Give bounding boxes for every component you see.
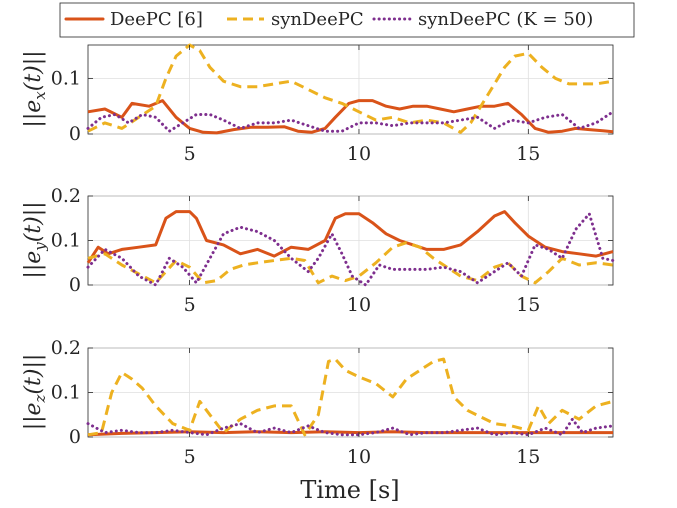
ylabel-ey: ||ey(t)|| (21, 201, 49, 278)
series-line-syndeepc-k-50 (86, 212, 615, 287)
grid-ez (88, 347, 613, 438)
xticks-ex: 5 10 15 (184, 45, 540, 165)
xtick-label-2: 15 (516, 143, 540, 165)
grid-ex (88, 45, 613, 135)
panel-ez: 5 10 15 0 0.1 0.2 ||ez(t)|| Time [s] (21, 337, 615, 504)
xticks-ey: 5 10 15 (184, 196, 540, 316)
panel-ey: 5 10 15 0 0.1 0.2 ||ey(t)|| (21, 185, 615, 316)
xtick-label-1: 10 (347, 446, 371, 468)
series-line-syndeepc (87, 357, 614, 437)
xticks-ez: 5 10 15 (184, 348, 540, 468)
xtick-label-2: 15 (516, 294, 540, 316)
series-line-deepc-6 (86, 210, 614, 264)
legend-label-deepc: DeePC [6] (110, 9, 203, 30)
series-ey (86, 210, 615, 287)
yticks-ey: 0 0.1 0.2 (51, 185, 613, 296)
ytick-label-1: 0.1 (51, 230, 81, 252)
ytick-label-0: 0 (69, 123, 81, 145)
legend-box (59, 2, 635, 38)
xlabel-time: Time [s] (300, 476, 399, 504)
xtick-label-0: 5 (184, 446, 196, 468)
legend-label-syndeepc-k50: synDeePC (K = 50) (418, 9, 593, 30)
xtick-label-0: 5 (184, 294, 196, 316)
series-line-syndeepc (87, 43, 614, 134)
xtick-label-1: 10 (347, 294, 371, 316)
series-line-syndeepc-k-50 (86, 110, 615, 133)
series-line-deepc-6 (87, 99, 614, 135)
xtick-label-0: 5 (184, 143, 196, 165)
ylabel-ez: ||ez(t)|| (21, 354, 49, 431)
ytick-label-0: 0 (69, 274, 81, 296)
ytick-label-0: 0 (69, 426, 81, 448)
ytick-label-2: 0.2 (51, 337, 81, 359)
xtick-label-2: 15 (516, 446, 540, 468)
panel-ex: 5 10 15 00.1 ||ex(t)|| (21, 43, 615, 165)
ytick-label-1: 0.1 (51, 382, 81, 404)
yticks-ex: 00.1 (51, 67, 613, 145)
ylabel-ex: ||ex(t)|| (21, 50, 49, 127)
xtick-label-1: 10 (347, 143, 371, 165)
ytick-label-2: 0.2 (51, 185, 81, 207)
series-ex (86, 43, 615, 135)
yticks-ez: 0 0.1 0.2 (51, 337, 613, 448)
ytick-label-1: 0.1 (51, 67, 81, 89)
legend-label-syndeepc: synDeePC (271, 9, 364, 30)
legend: DeePC [6] synDeePC synDeePC (K = 50) (59, 2, 635, 38)
